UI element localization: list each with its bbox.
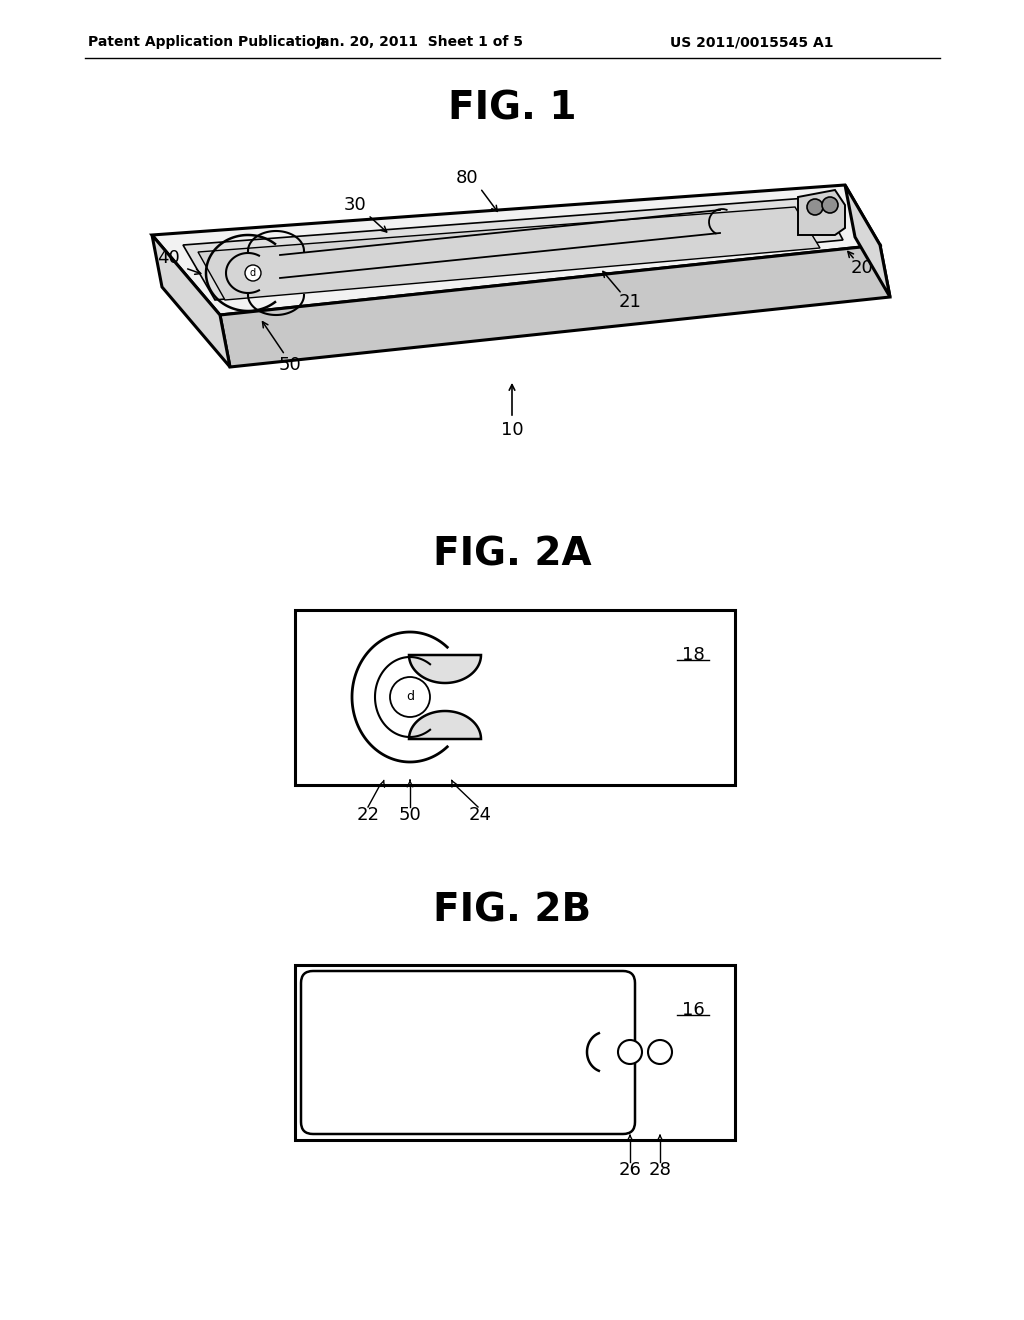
Polygon shape <box>409 711 481 739</box>
Text: 16: 16 <box>682 1001 705 1019</box>
Polygon shape <box>198 207 820 300</box>
Polygon shape <box>295 965 735 1140</box>
Text: 30: 30 <box>344 195 367 214</box>
Circle shape <box>390 677 430 717</box>
Polygon shape <box>409 655 481 682</box>
Text: 22: 22 <box>356 807 380 824</box>
FancyBboxPatch shape <box>301 972 635 1134</box>
Polygon shape <box>152 235 230 367</box>
Polygon shape <box>220 246 890 367</box>
Text: 40: 40 <box>157 249 179 267</box>
Polygon shape <box>798 190 845 235</box>
Text: 10: 10 <box>501 421 523 440</box>
Text: 50: 50 <box>398 807 421 824</box>
Polygon shape <box>152 185 880 315</box>
Text: 24: 24 <box>469 807 492 824</box>
Text: 28: 28 <box>648 1162 672 1179</box>
Text: Patent Application Publication: Patent Application Publication <box>88 36 326 49</box>
Text: US 2011/0015545 A1: US 2011/0015545 A1 <box>670 36 834 49</box>
Circle shape <box>822 197 838 213</box>
Text: 20: 20 <box>851 259 873 277</box>
Polygon shape <box>183 197 843 300</box>
Text: 80: 80 <box>456 169 478 187</box>
Text: FIG. 2B: FIG. 2B <box>433 891 591 929</box>
Text: 50: 50 <box>279 356 301 374</box>
Circle shape <box>245 265 261 281</box>
Text: FIG. 2A: FIG. 2A <box>433 536 591 574</box>
Circle shape <box>648 1040 672 1064</box>
Text: Jan. 20, 2011  Sheet 1 of 5: Jan. 20, 2011 Sheet 1 of 5 <box>316 36 524 49</box>
Polygon shape <box>845 185 890 297</box>
Circle shape <box>618 1040 642 1064</box>
Text: 21: 21 <box>618 293 641 312</box>
Text: d: d <box>250 268 256 279</box>
Polygon shape <box>295 610 735 785</box>
Text: FIG. 1: FIG. 1 <box>447 88 577 127</box>
Text: 18: 18 <box>682 645 705 664</box>
Text: 26: 26 <box>618 1162 641 1179</box>
Text: d: d <box>406 690 414 704</box>
Circle shape <box>807 199 823 215</box>
